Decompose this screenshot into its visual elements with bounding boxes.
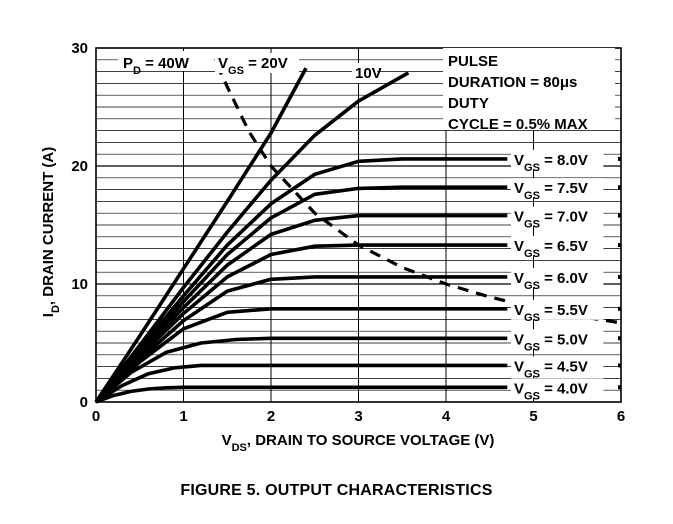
series-label: VGS = 7.5V	[514, 180, 588, 202]
y-axis-title: ID, DRAIN CURRENT (A)	[40, 147, 62, 317]
y-tick-label: 20	[71, 158, 88, 175]
series-label: 10V	[355, 65, 382, 82]
series-label: VGS = 6.5V	[514, 238, 588, 260]
series-label: VGS = 4.0V	[514, 380, 588, 402]
pd-label-background	[118, 51, 214, 71]
vgs-curve	[94, 243, 508, 404]
vgs-curve	[94, 71, 410, 404]
vgs-curve	[94, 157, 508, 404]
series-labels: VGS = 20V 10V VGS = 8.0V VGS = 7.5V VGS = 7.…	[215, 53, 621, 402]
series-label: VGS = 20V	[218, 55, 288, 77]
pulse-note-line: DUTY	[448, 95, 489, 112]
x-axis-title: VDS, DRAIN TO SOURCE VOLTAGE (V)	[222, 432, 495, 454]
plot-frame	[95, 47, 622, 403]
pulse-duration-note: PULSE DURATION = 80μs DUTY CYCLE = 0.5% MAX	[448, 53, 588, 133]
series-label-background	[511, 378, 604, 399]
x-tick-label: 6	[617, 408, 625, 425]
pd-label-text: PD = 40W	[123, 55, 190, 77]
series-label: VGS = 8.0V	[514, 152, 588, 174]
series-label-background	[511, 236, 604, 257]
pulse-note-line: CYCLE = 0.5% MAX	[448, 116, 588, 133]
vgs-curve	[94, 67, 308, 403]
pulse-note-background	[443, 48, 615, 130]
series-label-background	[352, 63, 378, 83]
figure-caption: FIGURE 5. OUTPUT CHARACTERISTICS	[180, 482, 493, 499]
y-tick-label: 10	[71, 276, 88, 293]
series-label: VGS = 7.0V	[514, 209, 588, 231]
series-label-background	[511, 149, 604, 170]
series-label-background	[511, 356, 604, 377]
x-tick-label: 0	[92, 408, 100, 425]
power-dissipation-label: PD = 40W	[118, 51, 214, 77]
vgs-curve	[95, 363, 508, 404]
series-label: VGS = 5.0V	[514, 331, 588, 353]
series-label-background	[511, 267, 604, 288]
vgs-curve	[95, 385, 508, 404]
series-label: VGS = 5.5V	[514, 302, 588, 324]
series-label-background	[511, 178, 604, 199]
series-label-background	[511, 329, 604, 350]
output-characteristics-chart: 0 1 2 3 4 5 6 0 10 20 30 ID, DRAIN CURRENT (A) VDS…	[40, 40, 625, 454]
tick-labels: 0 1 2 3 4 5 6 0 10 20 30	[71, 40, 625, 425]
vgs-curve	[94, 306, 508, 404]
vgs-curve	[94, 213, 508, 404]
pulse-note-line: PULSE	[448, 53, 498, 70]
x-tick-label: 1	[179, 408, 187, 425]
pulse-note-line: DURATION = 80μs	[448, 74, 577, 91]
vgs-curve	[94, 185, 508, 404]
x-tick-label: 2	[267, 408, 275, 425]
y-tick-label: 30	[71, 40, 88, 57]
series-label-background	[511, 299, 604, 320]
y-tick-label: 0	[80, 394, 88, 411]
series-label-background	[511, 206, 604, 227]
series-label: VGS = 6.0V	[514, 270, 588, 292]
x-tick-label: 3	[354, 408, 362, 425]
vgs-curve	[94, 336, 508, 404]
vgs-curve	[94, 275, 508, 404]
series-label-background	[215, 53, 299, 73]
x-tick-label: 4	[442, 408, 451, 425]
x-tick-label: 5	[529, 408, 537, 425]
series-label: VGS = 4.5V	[514, 358, 588, 380]
